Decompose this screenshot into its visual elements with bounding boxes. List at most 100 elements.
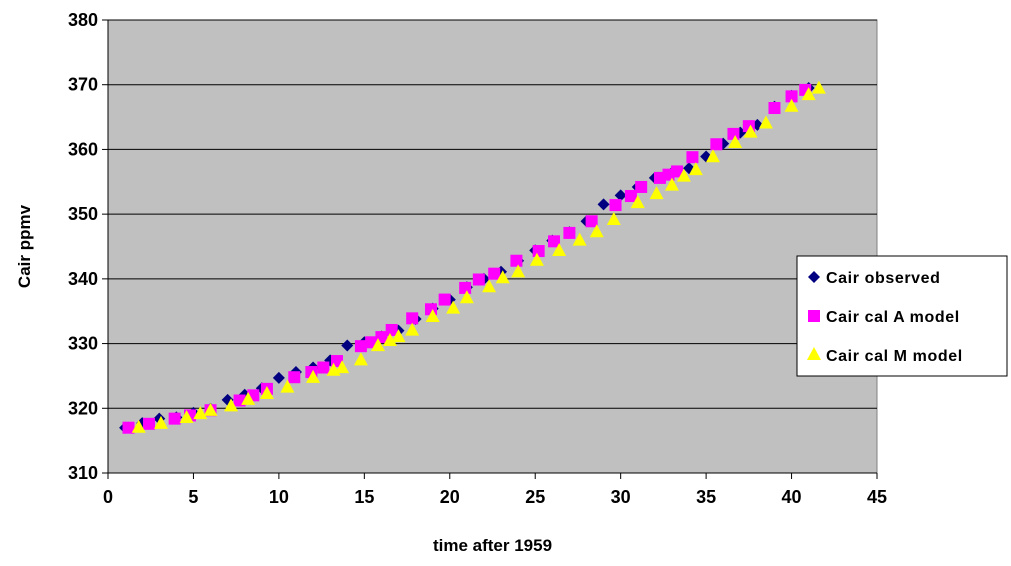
- y-tick-label: 370: [68, 75, 98, 95]
- legend-label: Cair cal A model: [826, 309, 960, 326]
- x-tick-label: 20: [440, 487, 460, 507]
- x-tick-label: 40: [782, 487, 802, 507]
- y-tick-label: 360: [68, 139, 98, 159]
- square-point: [488, 267, 501, 280]
- diamond-point: [341, 339, 354, 352]
- triangle-point: [589, 224, 604, 238]
- triangle-point: [335, 360, 350, 374]
- x-tick-label: 10: [269, 487, 289, 507]
- triangle-point: [743, 124, 758, 138]
- triangle-point: [405, 322, 420, 336]
- legend-triangle-icon: [807, 347, 821, 360]
- triangle-point: [630, 195, 645, 209]
- square-point: [768, 102, 781, 115]
- triangle-point: [241, 391, 256, 405]
- axes: [107, 20, 877, 474]
- triangle-point: [758, 115, 773, 129]
- triangle-point: [801, 87, 816, 101]
- square-point: [143, 417, 156, 430]
- y-tick-label: 340: [68, 269, 98, 289]
- triangle-point: [811, 80, 826, 94]
- triangle-point: [131, 419, 146, 433]
- triangle-point: [572, 232, 587, 246]
- square-point: [785, 90, 798, 103]
- triangle-point: [529, 252, 544, 266]
- triangle-point: [705, 149, 720, 163]
- x-tick-label: 25: [525, 487, 545, 507]
- triangle-point: [649, 186, 664, 200]
- legend-box: [796, 255, 1008, 377]
- square-point: [727, 127, 740, 140]
- triangle-point: [280, 379, 295, 393]
- square-point: [548, 235, 561, 248]
- x-tick-label: 30: [611, 487, 631, 507]
- triangle-point: [482, 279, 497, 293]
- y-axis-title: Cair ppmv: [15, 204, 34, 288]
- triangle-point: [382, 332, 397, 346]
- square-point: [122, 421, 135, 434]
- legend: Cair observed Cair cal A model Cair cal M …: [796, 255, 1008, 377]
- square-point: [406, 312, 419, 325]
- square-point: [686, 151, 699, 164]
- triangle-point: [664, 177, 679, 191]
- legend-diamond-icon: [808, 271, 820, 283]
- y-tick-label: 320: [68, 398, 98, 418]
- triangle-point: [552, 243, 567, 257]
- y-axis-ticks: 310 320 330 340 350 360 370 380: [68, 10, 108, 483]
- square-point: [168, 412, 181, 425]
- series-3: [131, 80, 826, 433]
- x-tick-label: 5: [188, 487, 198, 507]
- square-point: [710, 138, 723, 151]
- x-axis-title: time after 1959: [433, 536, 552, 555]
- square-point: [532, 245, 545, 258]
- y-tick-label: 330: [68, 334, 98, 354]
- y-tick-label: 350: [68, 204, 98, 224]
- square-point: [510, 254, 523, 267]
- legend-label: Cair observed: [826, 270, 941, 287]
- square-point: [585, 215, 598, 228]
- x-tick-label: 45: [867, 487, 887, 507]
- triangle-point: [459, 290, 474, 304]
- square-point: [472, 273, 485, 286]
- square-point: [317, 361, 330, 374]
- square-point: [288, 371, 301, 384]
- diamond-point: [614, 189, 627, 202]
- data-series: [119, 80, 826, 434]
- triangle-point: [371, 338, 386, 352]
- square-point: [354, 340, 367, 353]
- triangle-point: [425, 309, 440, 323]
- triangle-point: [179, 409, 194, 423]
- legend-label: Cair cal M model: [826, 348, 963, 365]
- plot-area: [107, 19, 878, 474]
- triangle-point: [391, 329, 406, 343]
- triangle-point: [153, 415, 168, 429]
- triangle-point: [511, 264, 526, 278]
- triangle-point: [353, 352, 368, 366]
- triangle-point: [688, 162, 703, 176]
- square-point: [624, 190, 637, 203]
- x-tick-label: 15: [354, 487, 374, 507]
- square-point: [671, 165, 684, 178]
- square-point: [635, 180, 648, 193]
- square-point: [563, 226, 576, 239]
- square-point: [385, 323, 398, 336]
- triangle-point: [224, 398, 239, 412]
- x-tick-label: 0: [103, 487, 113, 507]
- triangle-point: [259, 386, 274, 400]
- triangle-point: [676, 168, 691, 182]
- diamond-point: [597, 198, 610, 211]
- triangle-point: [203, 402, 218, 416]
- triangle-point: [495, 270, 510, 284]
- diamond-point: [272, 371, 285, 384]
- square-point: [438, 293, 451, 306]
- square-point: [609, 199, 622, 212]
- triangle-point: [446, 300, 461, 314]
- square-point: [459, 281, 472, 294]
- triangle-point: [606, 211, 621, 225]
- triangle-point: [306, 369, 321, 383]
- x-axis-ticks: 0 5 10 15 20 25 30 35 40 45: [103, 473, 887, 507]
- y-tick-label: 310: [68, 463, 98, 483]
- square-point: [365, 336, 378, 349]
- triangle-point: [728, 134, 743, 148]
